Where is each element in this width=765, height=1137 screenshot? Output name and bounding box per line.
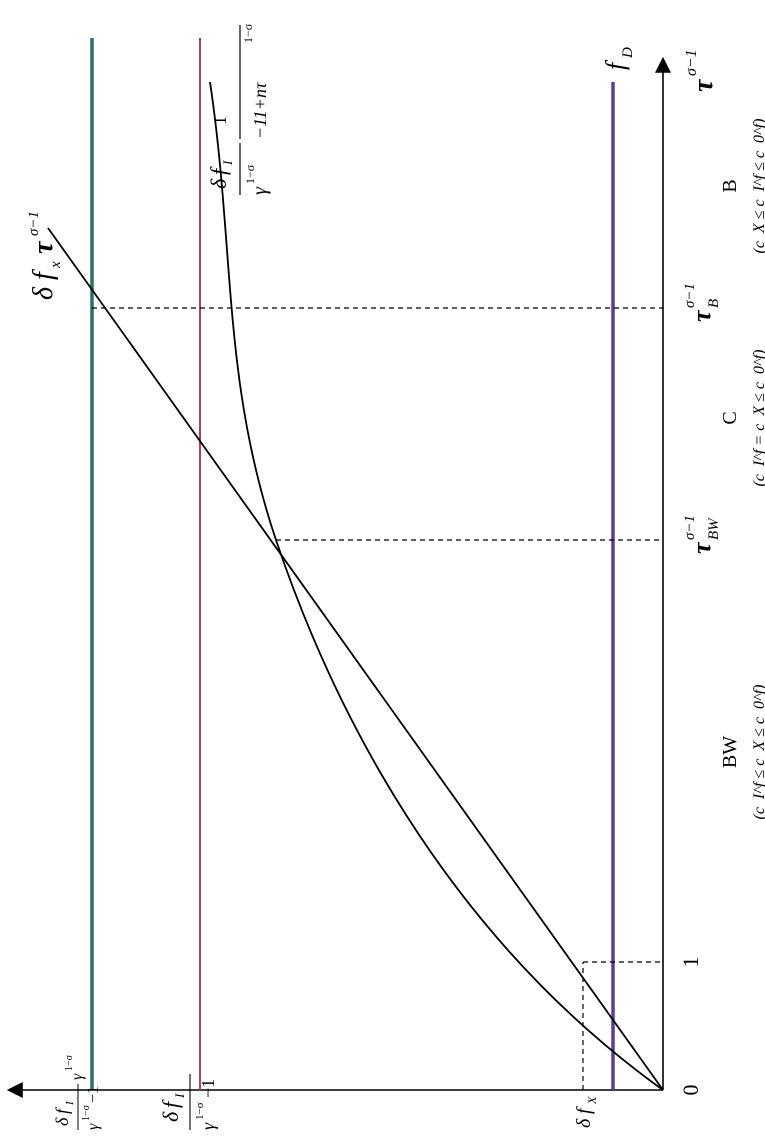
svg-text:γ: γ — [85, 1123, 102, 1130]
svg-text:C: C — [719, 411, 741, 424]
svg-text:I: I — [64, 1100, 76, 1106]
svg-text:σ−1: σ−1 — [682, 515, 698, 540]
svg-text:f: f — [206, 166, 231, 175]
label-tau-b: τ σ−1 B — [682, 283, 722, 322]
svg-text:1−σ: 1−σ — [194, 1102, 206, 1120]
svg-text:BW: BW — [719, 736, 741, 768]
svg-text:f: f — [573, 1106, 595, 1114]
svg-text:τ: τ — [28, 240, 59, 254]
label-axis-tau: τ σ−1 — [683, 49, 719, 92]
svg-text:1−σ: 1−σ — [64, 1054, 75, 1071]
svg-text:1−σ: 1−σ — [243, 164, 257, 184]
label-export-line: δ f x τ σ−1 — [26, 211, 64, 300]
svg-text:I: I — [172, 1093, 187, 1099]
svg-text:f: f — [52, 1106, 72, 1114]
svg-text:γ: γ — [198, 1122, 218, 1130]
svg-text:X: X — [585, 1096, 599, 1105]
fdi-curve — [209, 81, 664, 1091]
svg-text:f: f — [158, 1099, 183, 1108]
svg-text:δ: δ — [206, 178, 231, 189]
svg-text:1: 1 — [678, 957, 703, 968]
svg-text:(c_X ≤ c_I^f ≤ c_0^f): (c_X ≤ c_I^f ≤ c_0^f) — [751, 118, 765, 253]
svg-text:−1: −1 — [198, 1079, 218, 1098]
svg-text:B: B — [706, 299, 722, 308]
svg-text:f: f — [28, 269, 59, 280]
svg-text:δ: δ — [573, 1118, 595, 1128]
svg-text:σ−1: σ−1 — [26, 211, 42, 236]
svg-text:(c_I^f = c_X ≤ c_0^f): (c_I^f = c_X ≤ c_0^f) — [751, 349, 765, 486]
label-fD: f D — [601, 47, 636, 70]
svg-text:−1: −1 — [85, 1086, 102, 1103]
svg-text:σ−1: σ−1 — [683, 49, 700, 76]
svg-text:−11+nτ: −11+nτ — [250, 82, 270, 139]
svg-text:σ−1: σ−1 — [682, 283, 698, 308]
svg-text:γ: γ — [249, 186, 271, 195]
label-teal: δ f I γ 1−σ −1 γ 1−σ — [52, 1054, 102, 1130]
svg-text:δ: δ — [158, 1111, 183, 1122]
svg-text:τ: τ — [687, 541, 716, 554]
svg-text:δ: δ — [28, 286, 59, 300]
region-bw: BW (c_I^f ≤ c_X ≤ c_0^f) — [719, 684, 765, 819]
svg-text:0: 0 — [678, 1085, 703, 1096]
svg-text:δ: δ — [52, 1117, 72, 1126]
svg-text:τ: τ — [687, 309, 716, 322]
svg-text:B: B — [719, 179, 741, 192]
label-red: δ f I γ 1−σ −1 — [158, 1074, 218, 1130]
region-b: B (c_X ≤ c_I^f ≤ c_0^f) — [719, 118, 765, 253]
svg-text:f: f — [601, 59, 630, 70]
svg-text:γ: γ — [69, 1073, 86, 1080]
label-tau-bw: τ σ−1 BW — [682, 515, 722, 554]
label-tick-one: 1 — [678, 957, 703, 968]
svg-text:BW: BW — [706, 517, 722, 540]
svg-text:τ: τ — [688, 78, 719, 92]
svg-text:1−σ: 1−σ — [81, 1104, 92, 1121]
label-curve: δ f I γ 1−σ 1 −11+nτ 1−σ — [206, 23, 271, 195]
svg-text:x: x — [48, 261, 64, 269]
svg-text:I: I — [220, 160, 235, 166]
svg-text:(c_I^f ≤ c_X ≤ c_0^f): (c_I^f ≤ c_X ≤ c_0^f) — [751, 684, 765, 819]
label-delta-fX: δ f X — [573, 1096, 599, 1128]
label-origin: 0 — [678, 1085, 703, 1096]
svg-text:D: D — [620, 47, 636, 59]
region-c: C (c_I^f = c_X ≤ c_0^f) — [719, 349, 765, 486]
svg-text:1: 1 — [210, 116, 230, 125]
export-line — [47, 227, 664, 1091]
svg-text:1−σ: 1−σ — [241, 23, 255, 43]
